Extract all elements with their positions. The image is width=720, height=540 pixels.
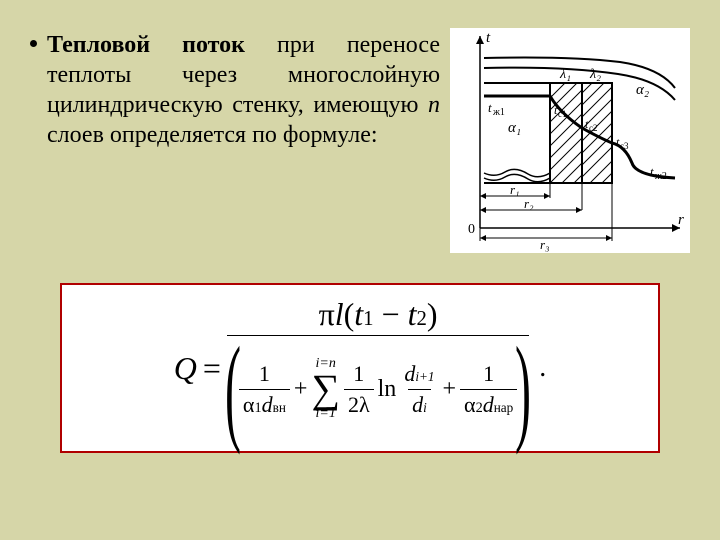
bullet-dot: [30, 40, 37, 47]
top-row: Тепловой поток при переносе теплоты чере…: [30, 28, 690, 253]
tzh1-sub: ж1: [492, 107, 505, 118]
r-axis-label: r: [678, 212, 684, 228]
term1: 1 α1dвн: [239, 361, 290, 418]
lambda2-label: λ₂: [589, 67, 601, 82]
sum-symbol: i=n ∑ i=1: [311, 357, 340, 421]
t-axis-label: t: [486, 30, 491, 46]
diagram: t r 0 λ₁ λ₂ α₂ α₁ t ж1 t ж2 t c1 t c2 t …: [450, 28, 690, 253]
tc3-sub: с3: [620, 141, 629, 151]
pi: π: [319, 296, 335, 332]
term3: 1 α2dнар: [460, 361, 517, 418]
formula-box: Q = πl(t1 − t2) ( 1 α1dвн + i=n: [60, 283, 660, 453]
tzh1-label: t: [488, 100, 492, 115]
r3-label: r₃: [540, 237, 550, 252]
term2b: di+1 di: [400, 361, 438, 418]
equals: =: [203, 350, 221, 387]
alpha2-label: α₂: [636, 82, 649, 98]
numerator: πl(t1 − t2): [315, 296, 442, 335]
denominator: ( 1 α1dвн + i=n ∑ i=1 1 2: [227, 335, 529, 440]
r2-label: r₂: [524, 196, 534, 211]
Q-symbol: Q: [174, 350, 197, 387]
period: .: [539, 352, 546, 384]
term2a: 1 2λ: [344, 361, 374, 418]
tc2-sub: c2: [589, 123, 598, 133]
formula: Q = πl(t1 − t2) ( 1 α1dвн + i=n: [174, 296, 546, 440]
text-part2: слоев определяется по формуле:: [47, 122, 378, 148]
tzh2-sub: ж2: [654, 171, 667, 182]
lambda1-label: λ₁: [559, 67, 571, 82]
n-var: n: [428, 92, 440, 118]
origin-label: 0: [468, 222, 475, 237]
l-var: l: [335, 296, 344, 332]
tc1-sub: c1: [558, 109, 567, 119]
main-fraction: πl(t1 − t2) ( 1 α1dвн + i=n ∑ i=1: [227, 296, 529, 440]
alpha1-label: α₁: [508, 120, 521, 136]
slide: Тепловой поток при переносе теплоты чере…: [0, 0, 720, 540]
tzh2-label: t: [650, 164, 654, 179]
ln: ln: [378, 376, 397, 403]
lead-bold: Тепловой поток: [47, 32, 245, 58]
diagram-svg: t r 0 λ₁ λ₂ α₂ α₁ t ж1 t ж2 t c1 t c2 t …: [450, 28, 690, 253]
r1-label: r₁: [510, 182, 520, 197]
bullet-item: Тепловой поток при переносе теплоты чере…: [30, 28, 440, 150]
body-text: Тепловой поток при переносе теплоты чере…: [47, 28, 440, 150]
